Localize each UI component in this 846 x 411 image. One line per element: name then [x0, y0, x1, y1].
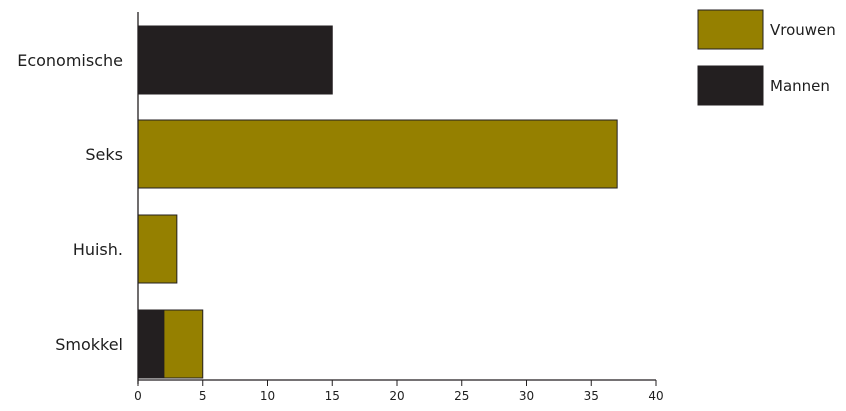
bar-smokkel-mannen: [137, 309, 165, 379]
legend-label-mannen: Mannen: [770, 77, 830, 95]
category-label-huish: Huish.: [73, 240, 123, 259]
bar-seks-vrouwen: [137, 119, 618, 189]
legend: Vrouwen Mannen: [697, 9, 836, 106]
bars-group: [137, 25, 618, 379]
category-label-seks: Seks: [85, 145, 123, 164]
bar-smokkel-vrouwen: [163, 309, 204, 379]
x-tick-label-10: 10: [260, 389, 275, 403]
legend-label-vrouwen: Vrouwen: [770, 21, 836, 39]
x-tick-label-5: 5: [199, 389, 207, 403]
legend-swatch-mannen: [697, 65, 764, 106]
x-tick-label-0: 0: [134, 389, 142, 403]
category-label-economische: Economische: [17, 51, 123, 70]
legend-swatch-vrouwen: [697, 9, 764, 50]
x-tick-label-20: 20: [389, 389, 404, 403]
x-tick-label-15: 15: [325, 389, 340, 403]
x-tick-label-40: 40: [648, 389, 663, 403]
x-tick-label-35: 35: [584, 389, 599, 403]
bar-huish-vrouwen: [137, 214, 178, 284]
bar-economische-mannen: [137, 25, 333, 95]
x-tick-label-30: 30: [519, 389, 534, 403]
axes-group: 0 5 10 15 20 25 30 35 40: [134, 12, 664, 403]
category-labels: Economische Seks Huish. Smokkel: [17, 51, 123, 354]
x-tick-label-25: 25: [454, 389, 469, 403]
category-label-smokkel: Smokkel: [55, 335, 123, 354]
